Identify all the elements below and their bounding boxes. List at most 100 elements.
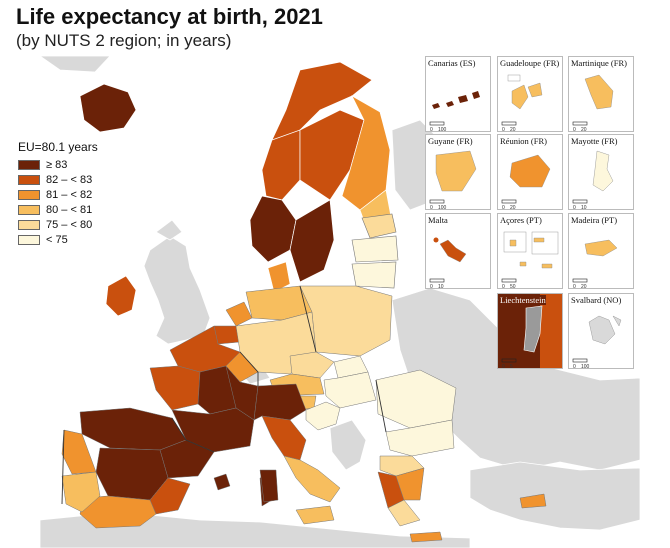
inset-label: Svalbard (NO) [571,295,622,305]
svg-text:100: 100 [438,127,447,132]
hungary [323,371,377,409]
svg-text:100: 100 [438,205,447,210]
inset-label: Réunion (FR) [500,136,547,146]
legend-label: < 75 [46,233,68,246]
legend-swatch [18,204,40,215]
norway-mid [261,129,301,201]
legend-item: ≥ 83 [18,157,98,172]
map-subtitle: (by NUTS 2 region; in years) [16,31,232,50]
svg-text:0: 0 [502,127,505,132]
sicily [295,505,335,525]
inset-map: 0 50 Açores (PT) [497,213,563,289]
portugal-north [61,429,97,475]
inset-label: Martinique (FR) [571,58,627,68]
poland [299,285,393,357]
svg-text:20: 20 [581,284,587,289]
greece-south [395,467,425,501]
svg-text:0: 0 [430,205,433,210]
svg-text:5: 5 [510,364,513,369]
svg-text:0: 0 [430,284,433,289]
legend-label: 80 – < 81 [46,203,93,216]
legend-label: 82 – < 83 [46,173,93,186]
map-title: Life expectancy at birth, 2021 [16,4,323,29]
iberia [61,407,231,529]
united-kingdom [143,235,211,345]
inset-label: Guadeloupe (FR) [500,58,560,68]
latvia [351,235,399,263]
svg-text:20: 20 [581,127,587,132]
iceland [79,83,137,133]
inset-map: 0 20 Guadeloupe (FR) [497,56,563,132]
legend-swatch [18,159,40,170]
inset-map: 0 10 Malta [425,213,491,289]
spain-south [79,495,157,529]
turkey [469,461,641,531]
crete [409,531,443,543]
legend-item: 80 – < 81 [18,202,98,217]
inset-label: Guyane (FR) [428,136,473,146]
legend-title: EU=80.1 years [18,140,98,154]
sweden-south [289,199,335,283]
france-west [149,365,201,411]
north-africa [39,511,471,548]
inset-map: 0 20 Madeira (PT) [568,213,634,289]
legend-swatch [18,174,40,185]
svg-text:0: 0 [502,205,505,210]
inset-label: Malta [428,215,448,225]
svg-text:20: 20 [510,127,516,132]
inset-map: 0 5 Liechtenstein [497,293,563,369]
svg-text:0: 0 [502,364,505,369]
italy-centre [261,415,307,461]
inset-map: 0 100 Canarias (ES) [425,56,491,132]
inset-label: Açores (PT) [500,215,542,225]
spain-north [79,407,187,451]
svg-text:0: 0 [573,364,576,369]
legend-label: 75 – < 80 [46,218,93,231]
greenland-iceland-area [39,56,111,73]
map-legend: EU=80.1 years ≥ 83 82 – < 83 81 – < 82 80 –… [18,140,98,247]
non-eu-land [39,56,641,548]
legend-label: ≥ 83 [46,158,68,171]
inset-label: Mayotte (FR) [571,136,618,146]
denmark [267,261,291,293]
greece-peloponnese [387,499,421,527]
country-borders [61,285,387,505]
svg-text:0: 0 [573,284,576,289]
czechia [289,351,335,379]
inset-label: Madeira (PT) [571,215,618,225]
portugal-south [61,471,101,513]
cyprus [519,493,547,509]
svg-text:0: 0 [502,284,505,289]
croatia [305,401,341,431]
europe-choropleth-map [39,56,641,548]
inset-map: 0 100 Guyane (FR) [425,134,491,210]
svg-text:50: 50 [510,284,516,289]
inset-label: Liechtenstein [500,295,546,305]
ireland [105,275,137,317]
france [149,325,273,507]
inset-map: 0 100 Svalbard (NO) [568,293,634,369]
legend-swatch [18,189,40,200]
italy [253,383,341,525]
belgium [213,325,241,345]
legend-item: 75 – < 80 [18,217,98,232]
italy-south [283,455,341,503]
scotland-north [155,219,183,241]
southeast-europe [375,369,547,543]
svg-text:0: 0 [430,127,433,132]
netherlands [225,301,253,327]
norway-north [271,61,373,151]
svg-text:0: 0 [573,205,576,210]
svg-text:100: 100 [581,364,590,369]
svg-text:10: 10 [581,205,587,210]
italy-north [253,383,307,421]
bulgaria [385,419,455,457]
norway-south [249,195,297,263]
legend-item: < 75 [18,232,98,247]
legend-label: 81 – < 82 [46,188,93,201]
baltics [351,213,399,289]
balkans-grey [329,419,367,471]
legend-item: 81 – < 82 [18,187,98,202]
scandinavia [249,61,393,283]
inset-map: 0 20 Martinique (FR) [568,56,634,132]
